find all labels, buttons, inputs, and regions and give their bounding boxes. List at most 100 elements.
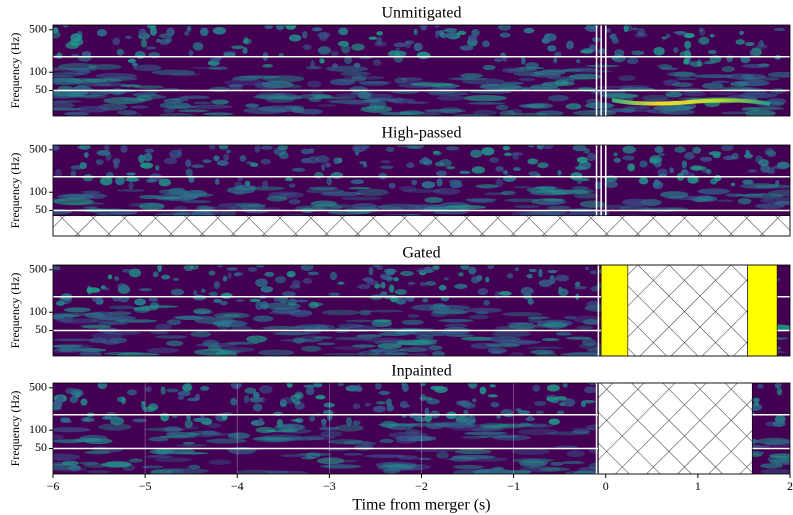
noise-blob — [284, 177, 294, 182]
noise-blob — [53, 27, 59, 34]
noise-blob — [253, 315, 274, 323]
noise-blob — [124, 111, 142, 116]
noise-blob — [675, 77, 698, 81]
noise-blob — [495, 325, 536, 331]
noise-blob — [532, 384, 541, 392]
noise-blob — [538, 279, 552, 288]
noise-blob — [468, 266, 477, 275]
noise-blob — [661, 36, 668, 40]
noise-blob — [377, 464, 414, 471]
noise-blob — [302, 44, 312, 51]
noise-blob — [701, 82, 724, 90]
noise-blob — [398, 111, 443, 116]
noise-blob — [286, 383, 293, 388]
noise-blob — [357, 350, 380, 356]
noise-blob — [222, 313, 242, 318]
noise-blob — [200, 413, 205, 423]
noise-blob — [351, 43, 365, 51]
noise-blob — [244, 180, 251, 187]
noise-blob — [385, 146, 395, 153]
noise-blob — [589, 270, 598, 275]
noise-blob — [430, 311, 448, 318]
noise-blob — [68, 94, 100, 98]
noise-blob — [292, 398, 301, 405]
noise-blob — [219, 300, 228, 306]
noise-blob — [166, 319, 182, 326]
noise-blob — [469, 314, 489, 320]
plot-frame — [52, 24, 791, 117]
noise-blob — [399, 400, 409, 409]
noise-blob — [513, 185, 532, 189]
noise-blob — [326, 176, 332, 186]
noise-blob — [277, 145, 289, 151]
noise-blob — [142, 465, 164, 469]
noise-blob — [177, 390, 191, 397]
noise-blob — [411, 145, 425, 149]
noise-blob — [87, 64, 122, 70]
noise-blob — [189, 265, 199, 270]
noise-blob — [453, 114, 489, 116]
noise-blob — [278, 295, 289, 304]
noise-blob — [542, 145, 554, 150]
noise-blob — [665, 33, 671, 38]
noise-blob — [455, 77, 489, 81]
noise-blob — [226, 186, 256, 194]
noise-blob — [526, 346, 564, 349]
noise-blob — [521, 57, 526, 65]
noise-blob — [485, 276, 490, 283]
noise-blob — [511, 152, 524, 156]
noise-blob — [609, 33, 617, 40]
noise-blob — [132, 64, 162, 72]
noise-blob — [293, 391, 304, 400]
noise-blob — [659, 109, 695, 115]
noise-blob — [368, 266, 374, 276]
noise-blob — [757, 383, 764, 389]
noise-blob — [513, 112, 548, 116]
noise-blob — [270, 92, 299, 100]
noise-blob — [528, 268, 538, 273]
noise-blob — [682, 172, 695, 179]
noise-blob — [483, 424, 525, 429]
noise-blob — [742, 179, 754, 185]
noise-blob — [547, 95, 569, 102]
noise-blob — [252, 403, 263, 412]
noise-blob — [743, 153, 754, 159]
x-tick-label: −4 — [231, 479, 244, 493]
noise-blob — [445, 146, 460, 151]
noise-blob — [374, 283, 381, 289]
noise-blob — [352, 344, 377, 348]
noise-blob — [68, 465, 82, 472]
noise-blob — [443, 277, 449, 281]
noise-blob — [673, 47, 679, 54]
noise-blob — [588, 383, 598, 385]
noise-blob — [683, 32, 695, 39]
noise-blob — [483, 299, 490, 306]
noise-blob — [626, 25, 633, 32]
noise-blob — [337, 323, 364, 329]
noise-blob — [665, 91, 683, 98]
noise-blob — [158, 189, 189, 195]
noise-blob — [579, 200, 605, 208]
noise-blob — [416, 51, 431, 60]
noise-blob — [285, 25, 297, 30]
noise-blob — [420, 393, 427, 402]
noise-blob — [385, 268, 396, 276]
noise-blob — [254, 81, 282, 89]
noise-blob — [562, 398, 576, 407]
noise-blob — [328, 292, 341, 297]
noise-blob — [768, 453, 790, 459]
noise-blob — [254, 145, 261, 153]
noise-blob — [526, 424, 554, 428]
noise-blob — [144, 148, 155, 153]
noise-blob — [576, 325, 594, 330]
noise-blob — [739, 30, 744, 36]
noise-blob — [223, 153, 230, 161]
noise-blob — [467, 457, 508, 462]
noise-blob — [130, 105, 149, 109]
noise-blob — [433, 187, 461, 195]
noise-blob — [171, 72, 201, 77]
noise-blob — [186, 25, 192, 32]
noise-blob — [155, 38, 162, 43]
noise-blob — [547, 76, 590, 80]
noise-blob — [396, 339, 432, 346]
